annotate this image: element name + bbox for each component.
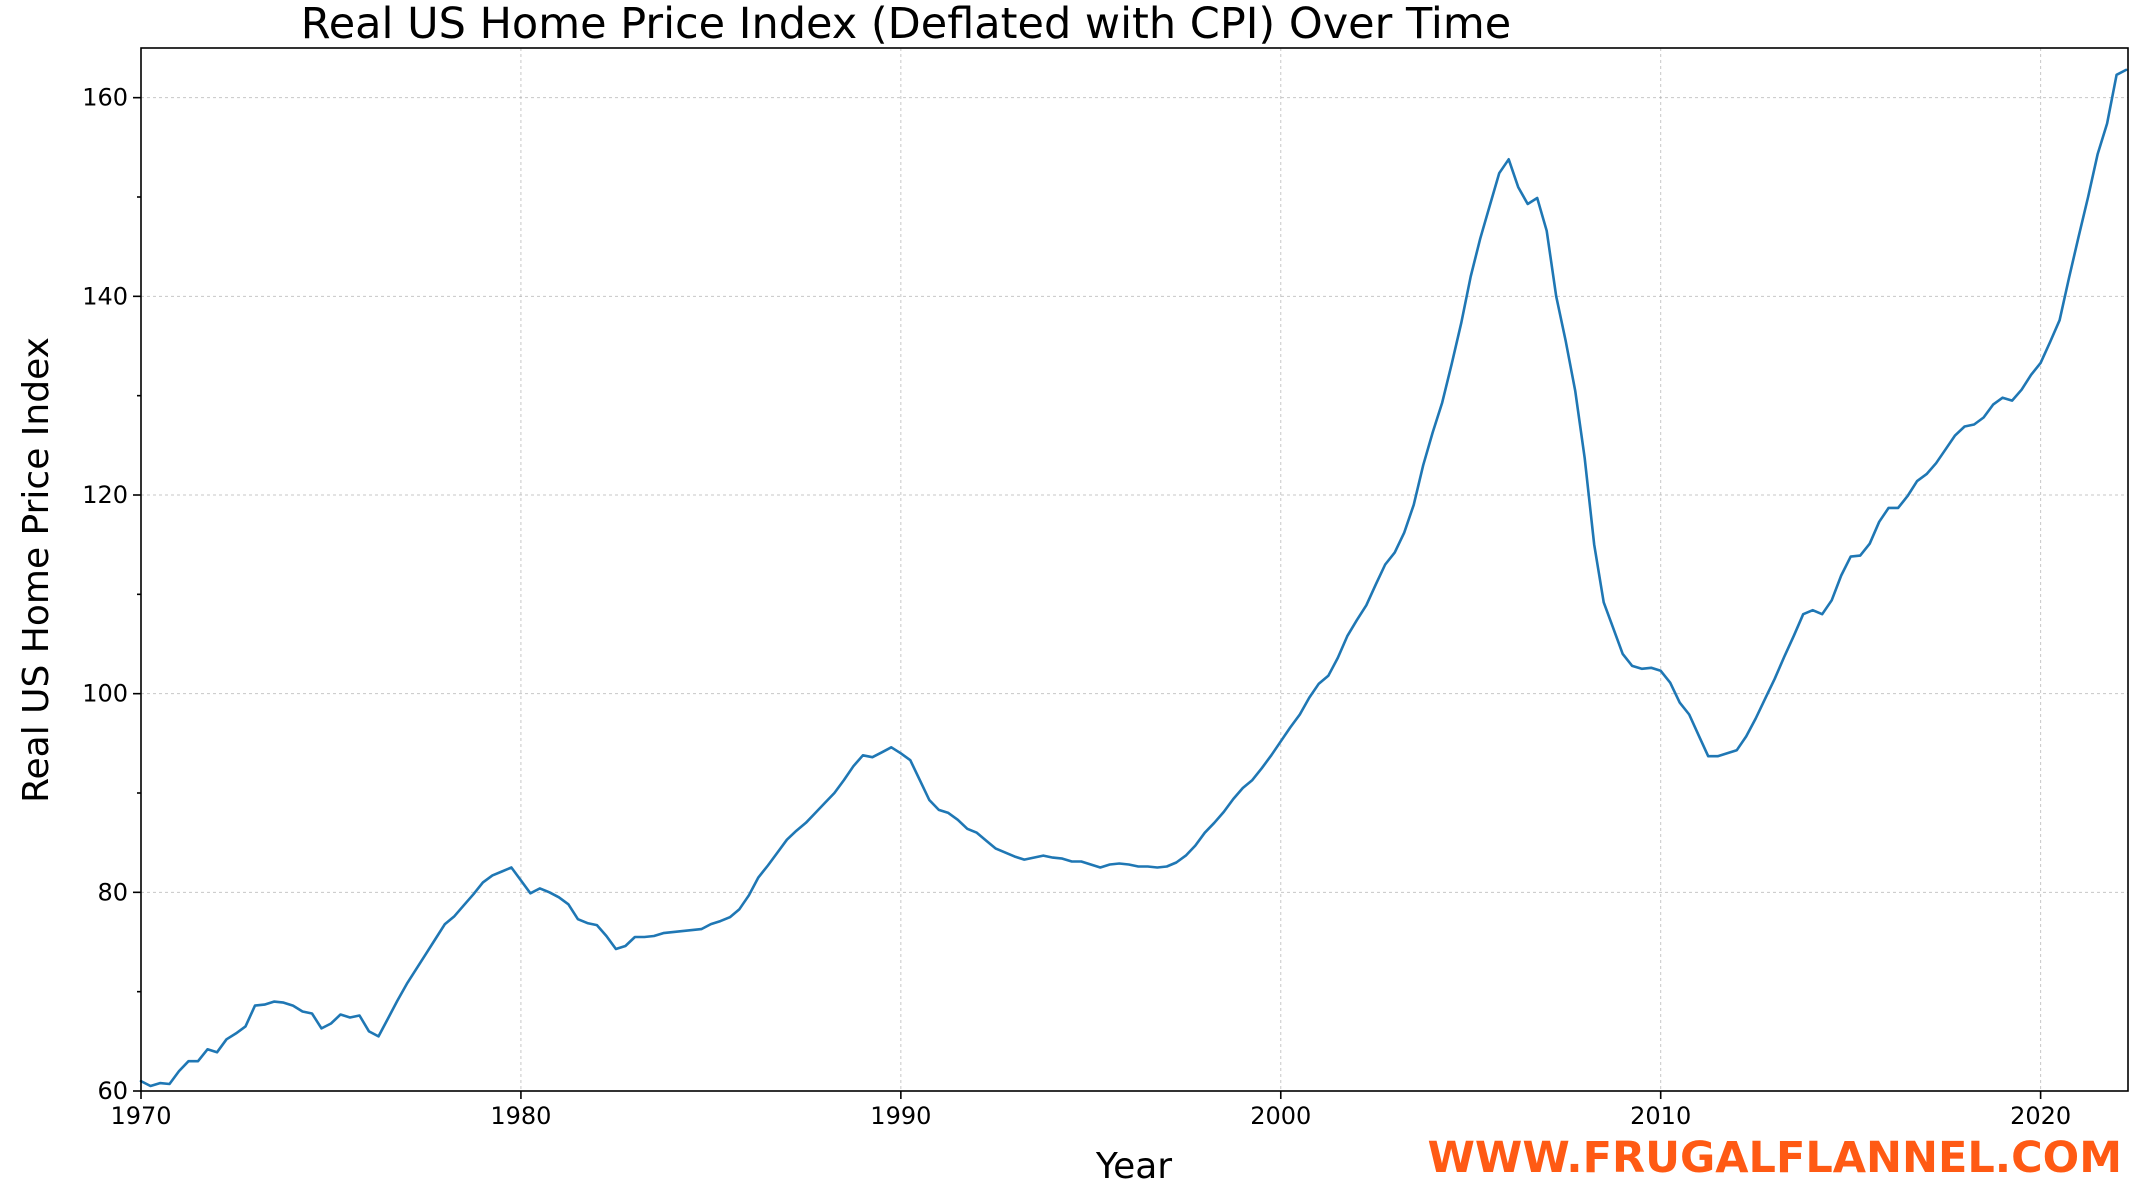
y-tick-label: 140 <box>82 282 128 310</box>
grid-lines <box>141 48 2128 1091</box>
x-tick-label: 1970 <box>110 1102 171 1130</box>
x-tick-label: 2010 <box>1630 1102 1691 1130</box>
y-tick-label: 120 <box>82 481 128 509</box>
chart-title: Real US Home Price Index (Deflated with … <box>301 0 1511 49</box>
y-tick-label: 100 <box>82 680 128 708</box>
x-tick-label: 1990 <box>870 1102 931 1130</box>
y-tick-label: 80 <box>97 878 128 906</box>
x-tick-label: 1980 <box>490 1102 551 1130</box>
y-axis-label: Real US Home Price Index <box>16 337 57 803</box>
home-price-index-line <box>139 68 2128 1088</box>
website-watermark: WWW.FRUGALFLANNEL.COM <box>1427 1133 2122 1183</box>
y-tick-label: 160 <box>82 84 128 112</box>
plot-area-frame <box>140 47 2129 1092</box>
y-tick-label: 60 <box>97 1077 128 1105</box>
x-tick-label: 2000 <box>1250 1102 1311 1130</box>
x-tick-label: 2020 <box>2010 1102 2071 1130</box>
x-axis-label: Year <box>1095 1146 1172 1183</box>
axis-ticks: 1970 1980 1990 2000 2010 2020 60 80 100 120 140 160 <box>82 84 2071 1130</box>
